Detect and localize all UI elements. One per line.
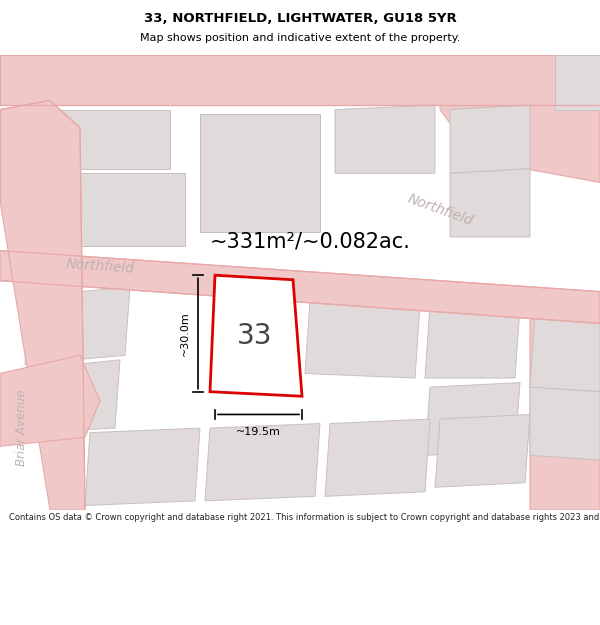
Text: ~30.0m: ~30.0m [180, 311, 190, 356]
Polygon shape [25, 287, 130, 364]
Text: 33: 33 [237, 322, 273, 350]
Polygon shape [440, 101, 600, 182]
Polygon shape [450, 169, 530, 237]
Polygon shape [210, 275, 302, 396]
Polygon shape [55, 173, 185, 246]
Text: Northfield: Northfield [406, 191, 475, 228]
Polygon shape [530, 387, 600, 460]
Text: Northfield: Northfield [65, 257, 135, 276]
Polygon shape [335, 105, 435, 173]
Polygon shape [555, 55, 600, 109]
Polygon shape [530, 292, 600, 510]
Polygon shape [200, 114, 320, 232]
Text: 33, NORTHFIELD, LIGHTWATER, GU18 5YR: 33, NORTHFIELD, LIGHTWATER, GU18 5YR [143, 12, 457, 25]
Polygon shape [425, 305, 520, 378]
Text: ~331m²/~0.082ac.: ~331m²/~0.082ac. [209, 231, 410, 251]
Polygon shape [85, 428, 200, 506]
Polygon shape [205, 424, 320, 501]
Polygon shape [305, 301, 420, 378]
Polygon shape [0, 55, 600, 105]
Polygon shape [450, 105, 530, 173]
Polygon shape [530, 314, 600, 392]
Polygon shape [0, 355, 100, 446]
Polygon shape [325, 419, 430, 496]
Polygon shape [20, 360, 120, 432]
Polygon shape [435, 414, 530, 488]
Text: ~19.5m: ~19.5m [236, 428, 281, 438]
Text: Briar Avenue: Briar Avenue [16, 390, 29, 466]
Text: Map shows position and indicative extent of the property.: Map shows position and indicative extent… [140, 33, 460, 43]
Polygon shape [0, 251, 600, 324]
Text: Contains OS data © Crown copyright and database right 2021. This information is : Contains OS data © Crown copyright and d… [9, 514, 600, 522]
Polygon shape [0, 101, 85, 510]
Polygon shape [300, 55, 600, 101]
Polygon shape [425, 382, 520, 456]
Polygon shape [55, 109, 170, 169]
